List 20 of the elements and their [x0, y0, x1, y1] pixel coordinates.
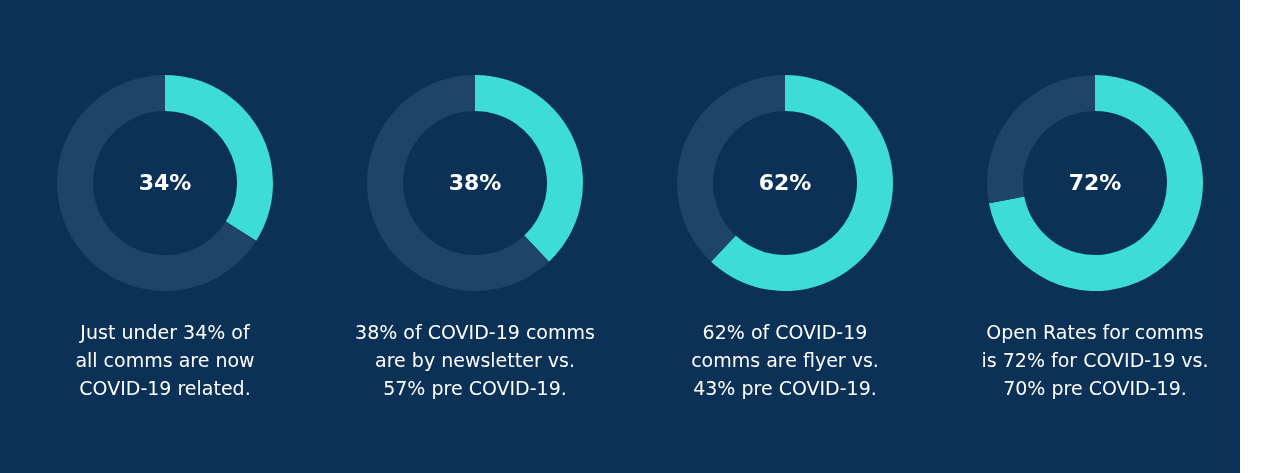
donut-slice [711, 75, 893, 291]
text: is 72% for COVID-19 vs. [981, 349, 1209, 371]
data-label: 34% [138, 170, 192, 195]
text: 70% pre COVID-19. [1003, 377, 1187, 399]
text: all comms are now [75, 349, 255, 371]
text: Open Rates for comms [986, 321, 1204, 343]
text: comms are flyer vs. [691, 349, 879, 371]
text: 38% of COVID-19 comms [355, 321, 595, 343]
text: 62% of COVID-19 [702, 321, 868, 343]
donut-slice [988, 75, 1203, 291]
text: are by newsletter vs. [375, 349, 575, 371]
data-label: 72% [1068, 170, 1122, 195]
text: 57% pre COVID-19. [383, 377, 567, 399]
text: 43% pre COVID-19. [693, 377, 877, 399]
data-label: 38% [448, 170, 502, 195]
data-label: 62% [758, 170, 812, 195]
donut-slice [367, 75, 549, 291]
text: COVID-19 related. [79, 377, 251, 399]
text: Just under 34% of [79, 321, 251, 343]
donut-slice [57, 75, 257, 291]
